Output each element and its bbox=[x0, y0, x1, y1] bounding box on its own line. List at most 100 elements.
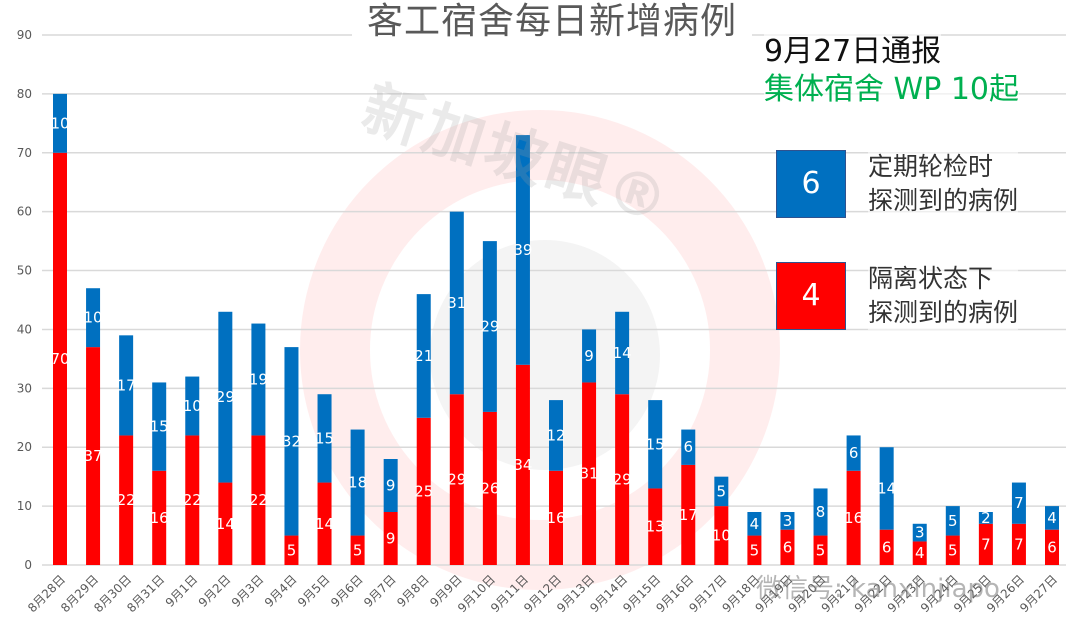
bar-segment: 6 bbox=[879, 529, 894, 565]
bar-value-label: 15 bbox=[315, 429, 334, 447]
bar-segment: 4 bbox=[912, 541, 927, 565]
bar-segment: 22 bbox=[249, 435, 268, 565]
y-tick-label: 80 bbox=[17, 87, 32, 101]
bar-value-label: 5 bbox=[816, 541, 826, 559]
chart-title-bar: 客工宿舍每日新增病例 bbox=[0, 0, 1080, 50]
bar-value-label: 29 bbox=[216, 388, 235, 406]
bar-segment: 13 bbox=[646, 488, 665, 565]
bar-value-label: 6 bbox=[783, 538, 793, 556]
bar-segment: 3 bbox=[912, 524, 927, 542]
bar-value-label: 5 bbox=[287, 541, 297, 559]
legend-label-routine-line2: 探测到的病例 bbox=[868, 186, 1019, 215]
y-tick-label: 40 bbox=[17, 322, 32, 336]
y-axis-ticks: 0 10 20 30 40 50 60 70 80 90 bbox=[17, 28, 32, 572]
bar-segment: 31 bbox=[447, 211, 466, 395]
x-tick-label: 9月7日 bbox=[361, 572, 399, 610]
bar-segment: 17 bbox=[679, 464, 698, 565]
bar-value-label: 7 bbox=[981, 535, 991, 553]
bar-segment: 26 bbox=[480, 411, 499, 565]
bar-segment: 32 bbox=[282, 347, 301, 536]
bar-value-label: 10 bbox=[183, 397, 202, 415]
bar-value-label: 22 bbox=[249, 491, 268, 509]
bar-value-label: 9 bbox=[386, 530, 396, 548]
bar-value-label: 12 bbox=[546, 426, 565, 444]
bar-segment: 9 bbox=[582, 329, 597, 383]
bar-segment: 5 bbox=[747, 535, 762, 565]
bar-segment: 6 bbox=[681, 429, 696, 465]
bar-value-label: 3 bbox=[915, 524, 925, 542]
y-tick-label: 10 bbox=[17, 499, 32, 513]
bar-value-label: 2 bbox=[981, 509, 991, 527]
bar-segment: 18 bbox=[348, 429, 367, 536]
bar-value-label: 29 bbox=[447, 471, 466, 489]
bar-segment: 10 bbox=[84, 288, 103, 348]
bar-segment: 37 bbox=[84, 347, 103, 565]
legend-label-isolation-line2: 探测到的病例 bbox=[868, 298, 1019, 327]
bar-value-label: 6 bbox=[683, 438, 693, 456]
bar-segment: 12 bbox=[546, 400, 566, 471]
y-tick-label: 50 bbox=[17, 264, 32, 278]
x-tick-label: 9月1日 bbox=[163, 572, 201, 610]
bar-segment: 5 bbox=[714, 476, 729, 507]
legend-item-isolation: 4 隔离状态下 探测到的病例 bbox=[776, 262, 1076, 332]
bar-value-label: 8 bbox=[816, 503, 826, 521]
bar-value-label: 70 bbox=[50, 350, 69, 368]
bar-value-label: 32 bbox=[282, 432, 301, 450]
y-tick-label: 70 bbox=[17, 146, 32, 160]
bar-value-label: 14 bbox=[613, 344, 632, 362]
bar-value-label: 19 bbox=[249, 371, 268, 389]
legend-label-isolation-line1: 隔离状态下 bbox=[868, 264, 994, 293]
bar-value-label: 22 bbox=[117, 491, 136, 509]
bar-value-label: 5 bbox=[948, 541, 958, 559]
bar-value-label: 7 bbox=[1014, 494, 1024, 512]
bar-value-label: 10 bbox=[84, 309, 103, 327]
bar-segment: 70 bbox=[50, 152, 70, 565]
bar-segment: 31 bbox=[580, 382, 599, 565]
bar-segment: 6 bbox=[1045, 529, 1059, 565]
bar-series: 7010371022171615221014292219532141551899… bbox=[50, 93, 1059, 565]
bar-value-label: 34 bbox=[513, 456, 532, 474]
x-tick-label: 9月4日 bbox=[262, 572, 300, 610]
bar-value-label: 4 bbox=[915, 544, 925, 562]
bar-value-label: 6 bbox=[1047, 538, 1057, 556]
bar-segment: 8 bbox=[813, 488, 828, 536]
bar-segment: 6 bbox=[846, 435, 861, 471]
bar-value-label: 39 bbox=[513, 241, 532, 259]
bar-segment: 25 bbox=[414, 417, 433, 565]
bar-value-label: 21 bbox=[414, 347, 433, 365]
bar-value-label: 14 bbox=[877, 479, 896, 497]
bar-segment: 5 bbox=[945, 535, 960, 565]
bar-value-label: 3 bbox=[783, 512, 793, 530]
bar-segment: 14 bbox=[613, 311, 632, 395]
y-tick-label: 30 bbox=[17, 381, 32, 395]
bar-value-label: 10 bbox=[712, 527, 731, 545]
bar-segment: 5 bbox=[945, 506, 960, 536]
legend-swatch-isolation: 4 bbox=[776, 262, 846, 330]
bar-segment: 5 bbox=[284, 535, 299, 565]
legend-item-routine: 6 定期轮检时 探测到的病例 bbox=[776, 150, 1076, 220]
bar-segment: 10 bbox=[50, 93, 70, 153]
y-tick-label: 60 bbox=[17, 205, 32, 219]
bar-value-label: 14 bbox=[315, 515, 334, 533]
bar-value-label: 9 bbox=[386, 477, 396, 495]
bar-segment: 15 bbox=[646, 400, 665, 489]
bar-value-label: 6 bbox=[849, 444, 859, 462]
bar-value-label: 16 bbox=[546, 509, 565, 527]
legend-label-routine-line1: 定期轮检时 bbox=[868, 152, 994, 181]
bar-segment: 7 bbox=[978, 523, 993, 565]
bar-value-label: 16 bbox=[844, 509, 863, 527]
bar-value-label: 6 bbox=[882, 538, 892, 556]
bar-value-label: 5 bbox=[750, 541, 760, 559]
bar-value-label: 15 bbox=[646, 435, 665, 453]
bar-segment: 3 bbox=[780, 512, 795, 530]
bar-segment: 7 bbox=[1011, 523, 1026, 565]
bar-segment: 29 bbox=[613, 394, 632, 565]
bar-segment: 29 bbox=[480, 241, 499, 412]
bar-value-label: 4 bbox=[750, 515, 760, 533]
bar-segment: 21 bbox=[414, 294, 433, 418]
bar-segment: 10 bbox=[183, 376, 202, 436]
bar-value-label: 14 bbox=[216, 515, 235, 533]
bar-value-label: 25 bbox=[414, 482, 433, 500]
bar-segment: 15 bbox=[150, 382, 169, 471]
